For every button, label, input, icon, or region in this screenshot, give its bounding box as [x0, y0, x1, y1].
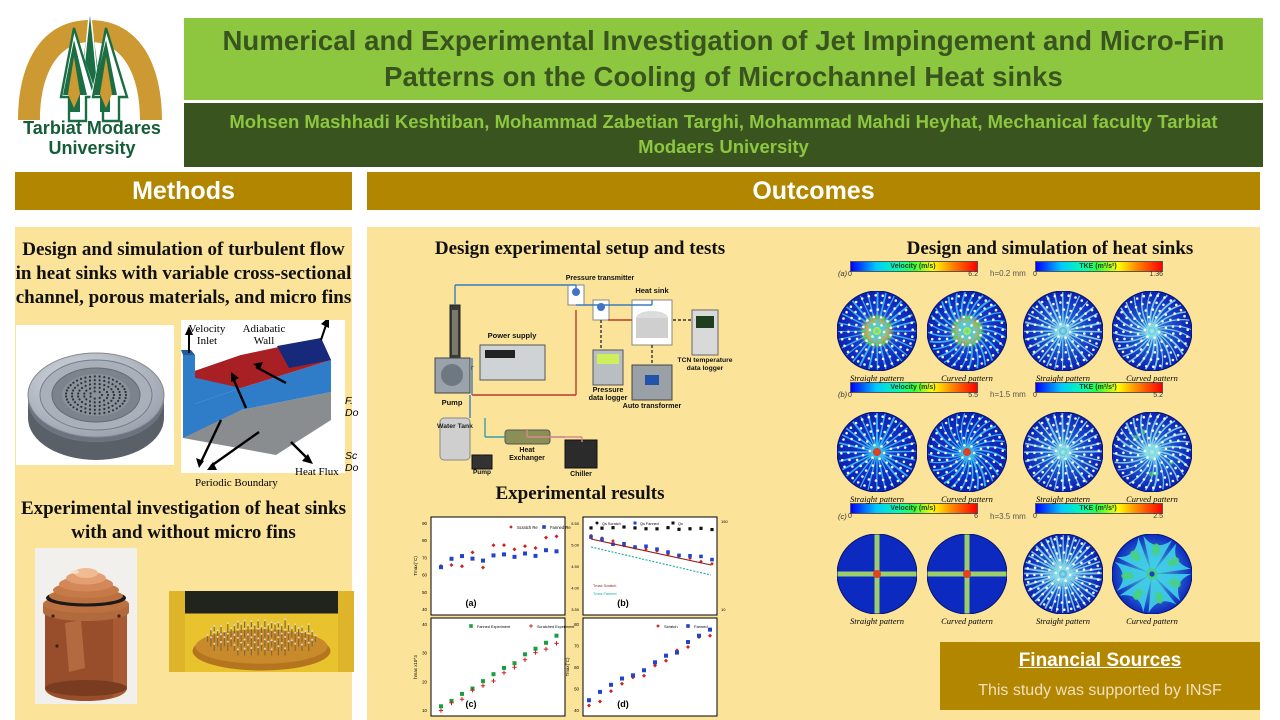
- svg-text:80: 80: [422, 538, 427, 543]
- svg-text:Tmax Scratch: Tmax Scratch: [593, 584, 616, 588]
- svg-text:150: 150: [721, 519, 728, 524]
- svg-text:Chiller: Chiller: [570, 471, 592, 478]
- svg-text:Pump: Pump: [473, 469, 491, 476]
- svg-text:50: 50: [422, 590, 427, 595]
- svg-text:Heat: Heat: [519, 447, 535, 454]
- svg-text:50: 50: [574, 687, 579, 692]
- svg-text:Auto transformer: Auto transformer: [623, 401, 682, 410]
- svg-text:data logger: data logger: [687, 365, 724, 372]
- svg-text:TCN temperature: TCN temperature: [677, 357, 732, 364]
- svg-text:30: 30: [422, 651, 427, 656]
- svg-text:5.00: 5.00: [571, 543, 580, 548]
- svg-text:Tmax Fanned: Tmax Fanned: [593, 592, 616, 596]
- svg-text:40: 40: [422, 622, 427, 627]
- svg-text:5.50: 5.50: [571, 521, 580, 526]
- svg-text:Tmax(°C): Tmax(°C): [565, 657, 570, 676]
- svg-text:Water Tank: Water Tank: [437, 423, 473, 430]
- svg-text:Pump: Pump: [442, 398, 463, 407]
- svg-text:60: 60: [574, 665, 579, 670]
- svg-text:Power supply: Power supply: [488, 331, 538, 340]
- svg-text:hmax x10^3: hmax x10^3: [413, 655, 418, 679]
- svg-text:70: 70: [422, 555, 427, 560]
- svg-text:Pressure transmitter: Pressure transmitter: [566, 275, 635, 282]
- svg-text:Exchanger: Exchanger: [509, 455, 545, 462]
- svg-text:Qs: Qs: [678, 522, 683, 526]
- svg-text:Tmax(°C): Tmax(°C): [413, 556, 418, 576]
- svg-text:70: 70: [574, 644, 579, 649]
- svg-text:4.50: 4.50: [571, 564, 580, 569]
- svg-text:Scratch: Scratch: [664, 624, 678, 629]
- svg-text:Qs Scratch: Qs Scratch: [602, 522, 621, 526]
- svg-text:Qs Fanned: Qs Fanned: [640, 522, 659, 526]
- svg-text:80: 80: [574, 622, 579, 627]
- svg-text:Heat sink: Heat sink: [635, 286, 669, 295]
- svg-text:Scratch Re: Scratch Re: [517, 525, 538, 530]
- svg-text:Fanned: Fanned: [694, 624, 708, 629]
- svg-text:60: 60: [422, 573, 427, 578]
- svg-text:Fanned Experiment: Fanned Experiment: [477, 625, 511, 629]
- svg-text:4.00: 4.00: [571, 586, 580, 591]
- svg-text:20: 20: [422, 679, 427, 684]
- svg-text:90: 90: [422, 521, 427, 526]
